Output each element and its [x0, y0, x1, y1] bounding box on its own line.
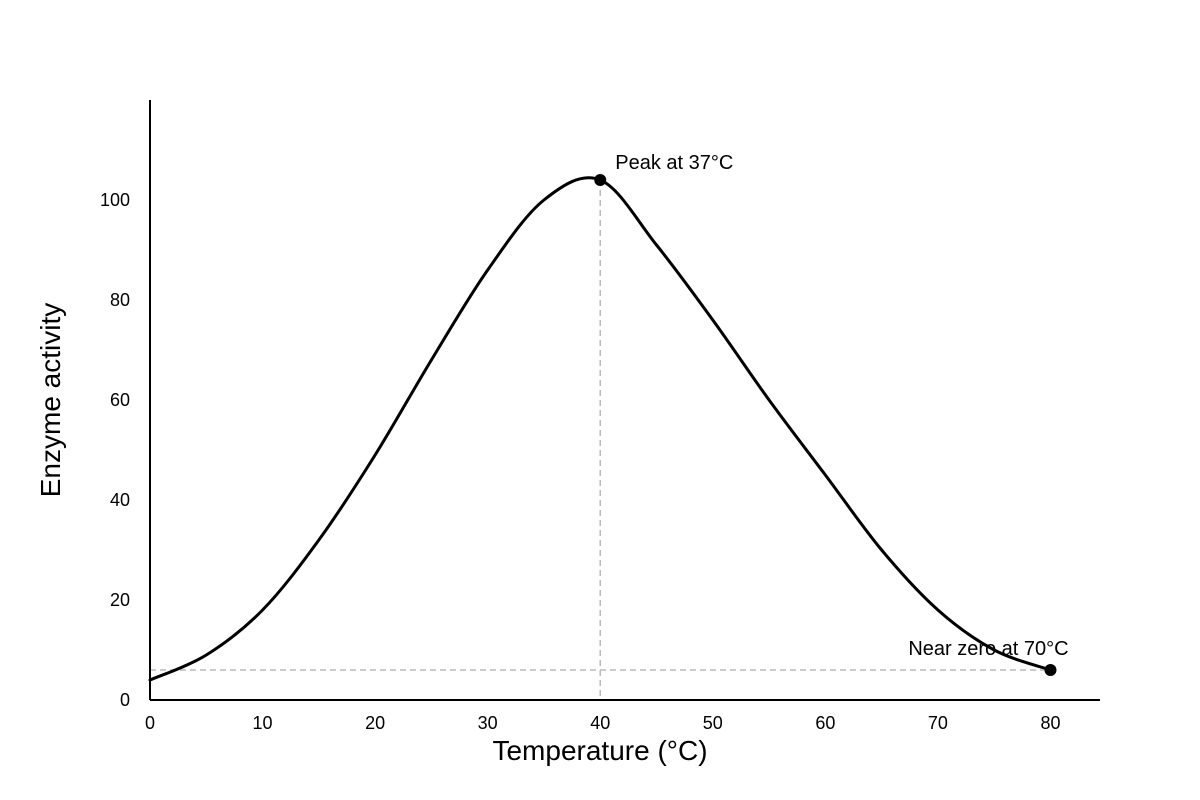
- y-tick-label: 80: [110, 290, 130, 310]
- y-tick-label: 0: [120, 690, 130, 710]
- x-tick-label: 10: [253, 713, 273, 733]
- annotations: Peak at 37°C Near zero at 70°C: [594, 152, 1069, 676]
- x-tick-label: 20: [365, 713, 385, 733]
- peak-marker: [594, 174, 607, 186]
- axes: [149, 100, 1100, 701]
- x-tick-label: 0: [145, 713, 155, 733]
- x-tick-label: 70: [928, 713, 948, 733]
- y-tick-label: 100: [100, 190, 130, 210]
- peak-annotation: Peak at 37°C: [615, 152, 733, 174]
- x-tick-label: 80: [1040, 713, 1060, 733]
- near-zero-annotation: Near zero at 70°C: [908, 638, 1068, 660]
- x-tick-label: 30: [478, 713, 498, 733]
- x-tick-label: 50: [703, 713, 723, 733]
- near-zero-marker: [1044, 664, 1057, 676]
- y-tick-label: 40: [110, 490, 130, 510]
- x-tick-label: 40: [590, 713, 610, 733]
- y-axis-label: Enzyme activity: [35, 303, 66, 498]
- y-tick-labels: 0 20 40 60 80 100: [100, 190, 130, 710]
- y-tick-label: 60: [110, 390, 130, 410]
- reference-lines: [150, 180, 1051, 700]
- y-tick-label: 20: [110, 590, 130, 610]
- x-tick-labels: 0 10 20 30 40 50 60 70 80: [145, 713, 1060, 733]
- x-axis-label: Temperature (°C): [492, 735, 707, 766]
- x-tick-label: 60: [815, 713, 835, 733]
